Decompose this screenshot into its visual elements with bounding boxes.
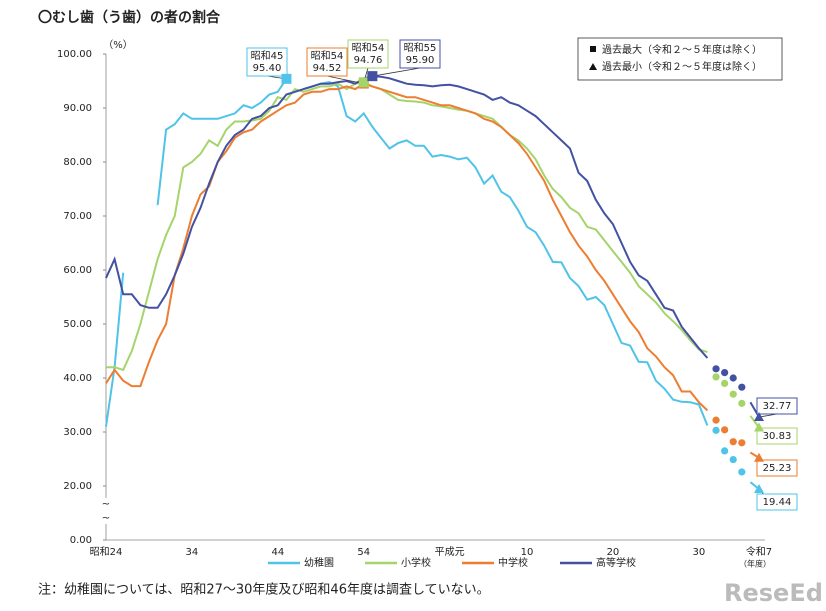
series-dot — [721, 369, 729, 377]
min-marker — [754, 412, 764, 422]
annotation-leader — [372, 67, 421, 77]
min-marker — [754, 484, 764, 494]
min-marker — [754, 452, 764, 462]
series-line — [105, 272, 125, 427]
annotation-box — [756, 493, 798, 511]
legend-note: 過去最小（令和２～５年度は除く） — [602, 60, 762, 73]
max-marker — [358, 77, 369, 88]
x-tick-label: 44 — [271, 547, 284, 558]
axis-break-mark: ~ — [102, 513, 110, 524]
series-line — [105, 75, 709, 359]
y-unit: （%） — [103, 39, 133, 51]
y-tick-label: 40.00 — [63, 373, 92, 384]
legend-label: 中学校 — [498, 556, 528, 569]
chart-title: 〇むし歯（う歯）の者の割合 — [38, 9, 221, 26]
series-dot — [721, 379, 729, 387]
y-tick-label: 30.00 — [63, 427, 92, 438]
annotation-text: 32.77 — [763, 401, 792, 412]
x-tick-label: 令和7 — [746, 545, 772, 558]
series-dot — [738, 439, 746, 447]
y-tick-label: 90.00 — [63, 103, 92, 114]
x-unit: （年度） — [739, 559, 771, 569]
y-tick-label: 20.00 — [63, 481, 92, 492]
min-marker — [754, 422, 764, 432]
x-tick-label: 昭和24 — [90, 546, 123, 558]
annotation-leader — [758, 413, 778, 418]
series-dot — [729, 374, 737, 382]
annotation-box — [246, 47, 288, 77]
series-line — [156, 78, 288, 206]
series-line — [749, 401, 760, 418]
annotation-text: 昭和54 — [352, 42, 385, 54]
y-tick-label: 80.00 — [63, 157, 92, 168]
annotation-box — [756, 427, 798, 445]
series-dot — [712, 416, 720, 424]
annotation-text: 昭和45 — [251, 50, 284, 62]
annotation-text: 94.52 — [313, 63, 342, 74]
series-dot — [738, 399, 746, 407]
x-tick-label: 平成元 — [435, 546, 465, 558]
max-marker — [281, 73, 292, 84]
axis-break — [100, 498, 112, 524]
series-dot — [712, 365, 720, 373]
series-dot — [729, 390, 737, 398]
annotation-text: 95.90 — [406, 55, 435, 66]
watermark: ReseEd — [724, 579, 823, 607]
legend-note-box — [577, 37, 783, 81]
series-line — [106, 81, 708, 372]
legend-note: 過去最大（令和２～５年度は除く） — [602, 43, 762, 56]
x-tick-label: 34 — [186, 547, 199, 558]
annotation-text: 94.76 — [354, 55, 383, 66]
max-marker — [367, 71, 378, 82]
series-dot — [738, 383, 746, 391]
annotation-box — [306, 47, 348, 77]
legend-note-triangle — [589, 63, 597, 70]
annotation-text: 19.44 — [763, 497, 792, 508]
annotation-leader — [326, 75, 364, 84]
annotation-text: 30.83 — [763, 431, 792, 442]
series-dot — [738, 468, 746, 476]
x-tick-label: 54 — [357, 547, 370, 558]
annotation-box — [756, 397, 798, 415]
annotation-box — [399, 39, 441, 69]
axis-break-mark: ~ — [102, 499, 110, 510]
legend-note-square — [590, 46, 596, 52]
series-dot — [721, 447, 729, 455]
y-tick-label: 0.00 — [70, 535, 92, 546]
x-tick-label: 30 — [692, 547, 705, 558]
annotation-text: 25.23 — [763, 463, 792, 474]
note: 注：幼稚園については、昭和27～30年度及び昭和46年度は調査していない。 — [38, 582, 490, 598]
legend-label: 高等学校 — [596, 556, 636, 569]
annotation-box — [347, 39, 389, 69]
series-dot — [729, 455, 737, 464]
y-tick-label: 50.00 — [63, 319, 92, 330]
annotation-text: 昭和54 — [311, 50, 344, 62]
annotation-text: 95.40 — [253, 63, 282, 74]
legend-label: 幼稚園 — [304, 556, 334, 569]
series-dot — [729, 438, 737, 446]
y-tick-label: 70.00 — [63, 211, 92, 222]
series-dot — [721, 426, 729, 434]
legend-label: 小学校 — [401, 556, 431, 569]
series-dot — [712, 373, 720, 381]
y-tick-label: 60.00 — [63, 265, 92, 276]
series-line — [105, 82, 709, 412]
x-tick-label: 20 — [607, 547, 620, 558]
annotation-box — [756, 459, 798, 477]
x-tick-label: 10 — [521, 547, 534, 558]
series-dot — [712, 426, 720, 434]
y-tick-label: 100.00 — [57, 49, 92, 60]
series-line — [303, 81, 709, 426]
annotation-text: 昭和55 — [404, 42, 437, 54]
